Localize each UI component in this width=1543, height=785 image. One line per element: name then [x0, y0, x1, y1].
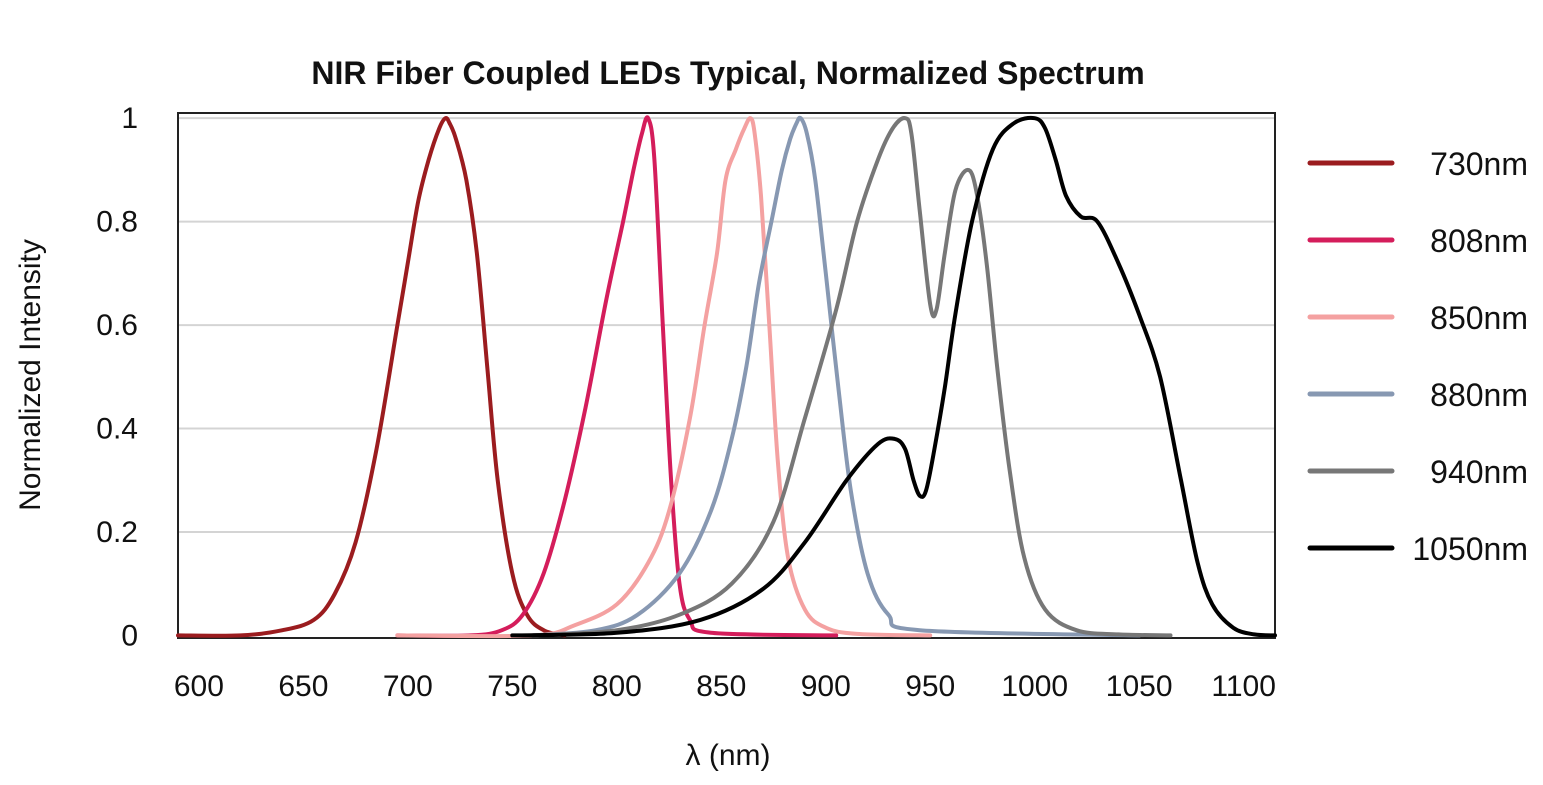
series-layer — [176, 115, 1277, 639]
legend-label: 850nm — [1430, 300, 1528, 336]
x-tick-label: 800 — [592, 670, 642, 703]
series-line-1050nm — [510, 115, 1277, 638]
legend: 730nm 808nm 850nm 880nm 940nm 1050nm — [1307, 146, 1528, 567]
y-tick-label: 1 — [121, 102, 138, 135]
legend-label: 1050nm — [1412, 531, 1528, 567]
legend-label: 880nm — [1430, 377, 1528, 413]
x-tick-label: 1000 — [1001, 670, 1068, 703]
y-tick-label: 0.8 — [96, 206, 138, 239]
x-tick-label: 700 — [383, 670, 433, 703]
x-tick-label: 650 — [278, 670, 328, 703]
x-tick-label: 850 — [696, 670, 746, 703]
y-tick-label: 0.2 — [96, 516, 138, 549]
gridlines — [178, 117, 1275, 533]
x-tick-label: 1100 — [1211, 670, 1276, 703]
series-line-880nm — [531, 115, 1142, 638]
y-axis-label: Normalized Intensity — [14, 239, 47, 511]
legend-label: 730nm — [1430, 146, 1528, 182]
legend-label: 808nm — [1430, 223, 1528, 259]
x-tick-label: 750 — [487, 670, 537, 703]
chart-title: NIR Fiber Coupled LEDs Typical, Normaliz… — [311, 55, 1144, 91]
series-line-730nm — [176, 116, 567, 638]
legend-label: 940nm — [1430, 454, 1528, 490]
series-line-850nm — [395, 116, 933, 639]
y-tick-label: 0 — [121, 619, 138, 652]
x-axis-label: λ (nm) — [686, 739, 771, 772]
x-axis-ticks: 600 650 700 750 800 850 900 950 1000 1050 1100 — [174, 670, 1276, 703]
y-tick-label: 0.4 — [96, 413, 138, 446]
series-line-808nm — [395, 115, 839, 638]
series-line-940nm — [531, 116, 1173, 638]
x-tick-label: 950 — [905, 670, 955, 703]
x-tick-label: 900 — [801, 670, 851, 703]
plot-frame — [177, 112, 1276, 639]
y-axis-ticks: 0 0.2 0.4 0.6 0.8 1 — [96, 102, 138, 652]
y-tick-label: 0.6 — [96, 309, 138, 342]
x-tick-label: 1050 — [1106, 670, 1173, 703]
x-tick-label: 600 — [174, 670, 224, 703]
